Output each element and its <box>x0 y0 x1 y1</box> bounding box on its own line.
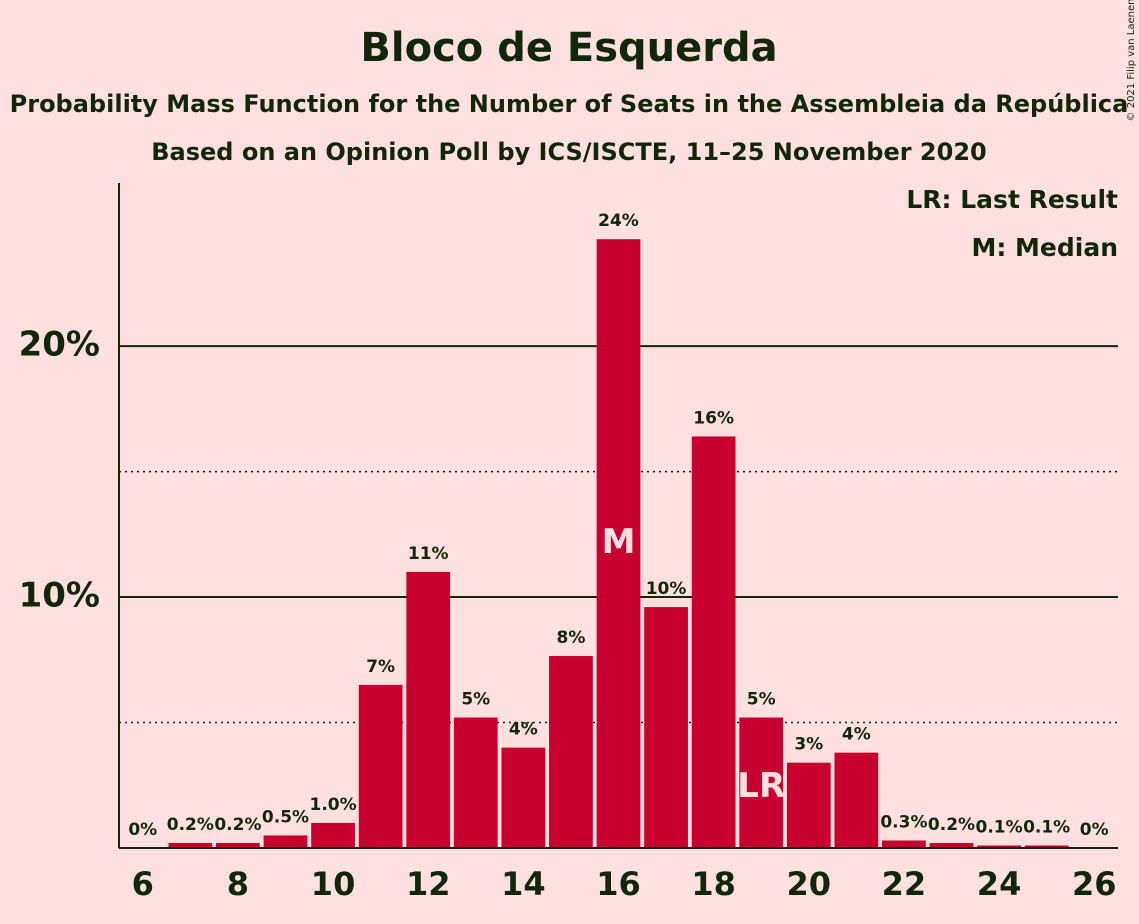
value-label: 0.2% <box>167 815 214 835</box>
x-tick-label: 8 <box>227 865 249 903</box>
bar <box>929 842 974 848</box>
legend-entry: M: Median <box>971 233 1118 262</box>
bar <box>406 571 451 848</box>
value-label: 0.3% <box>880 812 927 832</box>
bar <box>549 656 593 848</box>
x-tick-label: 24 <box>977 865 1022 903</box>
x-tick-label: 18 <box>691 865 736 903</box>
x-tick-label: 22 <box>882 865 927 903</box>
bar <box>168 842 213 848</box>
x-tick-label: 6 <box>132 865 154 903</box>
chart-subtitle: Probability Mass Function for the Number… <box>10 90 1129 118</box>
value-label: 0.5% <box>262 807 309 827</box>
bar <box>786 762 831 848</box>
bar <box>453 717 498 848</box>
value-label: 0.2% <box>214 815 261 835</box>
value-label: 0.2% <box>928 815 975 835</box>
bar <box>501 747 546 848</box>
value-label: 16% <box>693 408 734 428</box>
copyright: © 2021 Filip van Laenen <box>1126 0 1137 121</box>
bar <box>358 684 403 848</box>
value-label: 0% <box>1080 820 1109 840</box>
value-label: 24% <box>598 211 639 231</box>
x-tick-label: 26 <box>1072 865 1117 903</box>
bar <box>263 835 308 848</box>
value-label: 11% <box>408 544 449 564</box>
bar <box>977 845 1021 848</box>
x-tick-label: 20 <box>787 865 832 903</box>
x-tick-label: 10 <box>311 865 356 903</box>
value-label: 4% <box>509 720 538 740</box>
last-result-marker: LR <box>737 766 785 806</box>
value-label: 0.1% <box>975 817 1022 837</box>
y-tick-label: 10% <box>19 576 100 616</box>
bar <box>596 239 641 849</box>
bar <box>691 436 736 848</box>
value-label: 5% <box>461 690 490 710</box>
value-label: 4% <box>842 725 871 745</box>
bar <box>644 607 688 848</box>
legend-entry: LR: Last Result <box>906 185 1118 214</box>
bar <box>882 840 926 848</box>
median-marker: M <box>602 522 636 562</box>
value-label: 0.1% <box>1023 817 1070 837</box>
bar <box>216 842 260 848</box>
x-tick-label: 14 <box>501 865 546 903</box>
value-label: 5% <box>747 690 776 710</box>
x-tick-label: 16 <box>596 865 641 903</box>
bar <box>311 822 355 848</box>
value-label: 3% <box>794 735 823 755</box>
value-label: 10% <box>646 579 687 599</box>
value-label: 7% <box>366 657 395 677</box>
value-label: 8% <box>556 628 585 648</box>
y-tick-label: 20% <box>19 325 100 365</box>
chart-subtitle: Based on an Opinion Poll by ICS/ISCTE, 1… <box>151 138 986 166</box>
bar <box>739 717 784 848</box>
chart-title: Bloco de Esquerda <box>360 25 777 71</box>
x-tick-label: 12 <box>406 865 451 903</box>
value-label: 1.0% <box>309 795 356 815</box>
bar <box>1024 845 1069 848</box>
bar <box>834 752 879 848</box>
value-label: 0% <box>128 820 157 840</box>
